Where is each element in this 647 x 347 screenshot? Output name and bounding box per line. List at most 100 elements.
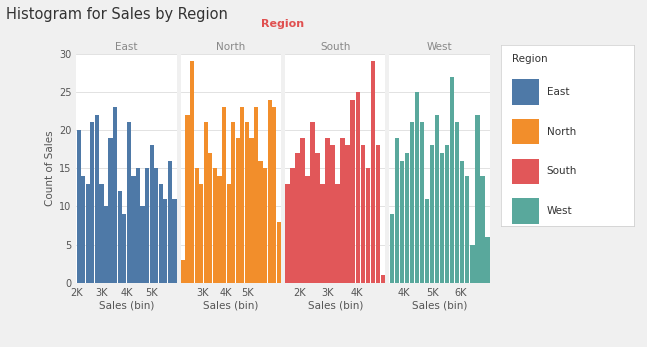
Bar: [222, 107, 226, 283]
Bar: [217, 176, 221, 283]
Bar: [376, 145, 380, 283]
Bar: [76, 130, 81, 283]
Bar: [249, 138, 254, 283]
Bar: [512, 159, 538, 184]
Bar: [300, 138, 305, 283]
Bar: [435, 115, 439, 283]
Bar: [145, 168, 149, 283]
X-axis label: Sales (bin): Sales (bin): [99, 301, 154, 311]
Bar: [450, 77, 454, 283]
Bar: [380, 275, 385, 283]
Bar: [331, 145, 335, 283]
Bar: [325, 138, 330, 283]
Bar: [315, 153, 320, 283]
Bar: [268, 100, 272, 283]
Bar: [320, 184, 325, 283]
Bar: [335, 184, 340, 283]
Bar: [345, 145, 350, 283]
Bar: [355, 92, 360, 283]
Bar: [90, 122, 94, 283]
Bar: [195, 168, 199, 283]
Bar: [81, 176, 85, 283]
Title: North: North: [216, 42, 245, 52]
Text: Histogram for Sales by Region: Histogram for Sales by Region: [6, 7, 228, 22]
Bar: [512, 198, 538, 224]
Text: South: South: [547, 167, 577, 176]
Bar: [172, 199, 177, 283]
Bar: [420, 122, 424, 283]
Bar: [475, 115, 479, 283]
Bar: [168, 161, 172, 283]
Bar: [254, 107, 258, 283]
Bar: [512, 119, 538, 144]
Bar: [258, 161, 263, 283]
Bar: [263, 168, 267, 283]
Bar: [395, 138, 399, 283]
Bar: [131, 176, 135, 283]
Bar: [122, 214, 126, 283]
Bar: [208, 153, 212, 283]
Bar: [213, 168, 217, 283]
Bar: [136, 168, 140, 283]
Bar: [240, 107, 245, 283]
Bar: [415, 92, 419, 283]
Bar: [440, 153, 444, 283]
Title: West: West: [427, 42, 452, 52]
Bar: [199, 184, 203, 283]
Text: Region: Region: [261, 19, 305, 29]
Bar: [104, 206, 108, 283]
Bar: [113, 107, 117, 283]
Bar: [236, 138, 240, 283]
Bar: [404, 153, 409, 283]
Bar: [485, 237, 490, 283]
Bar: [109, 138, 113, 283]
Bar: [100, 184, 104, 283]
Bar: [305, 176, 310, 283]
Title: East: East: [115, 42, 138, 52]
Text: North: North: [547, 127, 576, 137]
Y-axis label: Count of Sales: Count of Sales: [45, 130, 55, 206]
Bar: [163, 199, 168, 283]
Bar: [366, 168, 370, 283]
Title: South: South: [320, 42, 351, 52]
Bar: [512, 79, 538, 105]
X-axis label: Sales (bin): Sales (bin): [203, 301, 259, 311]
Bar: [311, 122, 315, 283]
Bar: [460, 161, 465, 283]
Bar: [231, 122, 236, 283]
Bar: [444, 145, 450, 283]
Bar: [154, 168, 159, 283]
Bar: [455, 122, 459, 283]
Bar: [95, 115, 99, 283]
Bar: [159, 184, 163, 283]
Bar: [226, 184, 231, 283]
Bar: [149, 145, 154, 283]
Bar: [186, 115, 190, 283]
Bar: [351, 100, 355, 283]
Bar: [430, 145, 434, 283]
Bar: [389, 214, 394, 283]
Bar: [295, 153, 300, 283]
Bar: [410, 122, 414, 283]
X-axis label: Sales (bin): Sales (bin): [412, 301, 467, 311]
Bar: [470, 245, 474, 283]
Bar: [245, 122, 249, 283]
Bar: [127, 122, 131, 283]
Text: West: West: [547, 206, 572, 216]
Bar: [371, 61, 375, 283]
Bar: [285, 184, 290, 283]
Bar: [181, 260, 185, 283]
Bar: [400, 161, 404, 283]
Bar: [118, 191, 122, 283]
Bar: [340, 138, 345, 283]
Bar: [424, 199, 430, 283]
Bar: [277, 222, 281, 283]
Bar: [291, 168, 295, 283]
Text: East: East: [547, 87, 569, 97]
Bar: [140, 206, 145, 283]
Bar: [272, 107, 276, 283]
Bar: [85, 184, 90, 283]
Bar: [360, 145, 365, 283]
X-axis label: Sales (bin): Sales (bin): [307, 301, 363, 311]
Bar: [190, 61, 194, 283]
